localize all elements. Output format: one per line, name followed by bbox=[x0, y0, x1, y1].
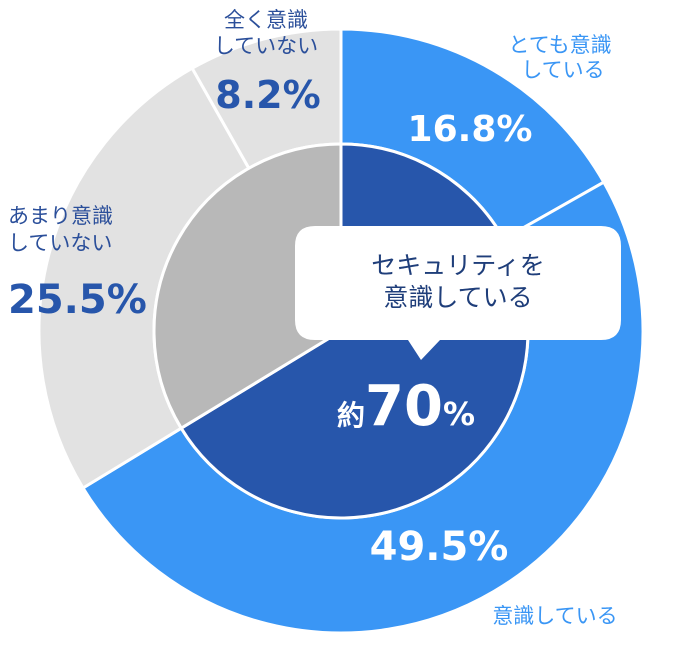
label-very-aware-line-2: している bbox=[521, 58, 604, 82]
label-not-very-line-2: していない bbox=[8, 231, 112, 255]
callout-line-1: セキュリティを bbox=[371, 251, 545, 280]
center-value: 約70% bbox=[337, 374, 475, 439]
label-not-at-all-line-2: していない bbox=[214, 34, 318, 58]
center-value-unit: % bbox=[443, 395, 475, 433]
label-aware: 意識している bbox=[492, 604, 617, 628]
callout-bubble: セキュリティを 意識している bbox=[295, 226, 621, 360]
value-not-at-all: 8.2% bbox=[215, 73, 320, 117]
value-aware: 49.5% bbox=[370, 524, 509, 570]
callout-line-2: 意識している bbox=[383, 283, 532, 312]
center-value-number: 70 bbox=[365, 374, 443, 439]
outer-ring bbox=[37, 27, 645, 635]
label-not-very-line-1: あまり意識 bbox=[8, 204, 113, 228]
label-very-aware-line-1: とても意識 bbox=[508, 33, 611, 57]
callout-bubble-shape bbox=[295, 226, 621, 360]
inner-ring-segment-1 bbox=[152, 142, 343, 431]
center-value-prefix: 約 bbox=[337, 399, 365, 432]
value-not-very: 25.5% bbox=[8, 277, 147, 323]
label-not-at-all-line-1: 全く意識 bbox=[224, 8, 308, 32]
value-very-aware: 16.8% bbox=[408, 109, 533, 150]
